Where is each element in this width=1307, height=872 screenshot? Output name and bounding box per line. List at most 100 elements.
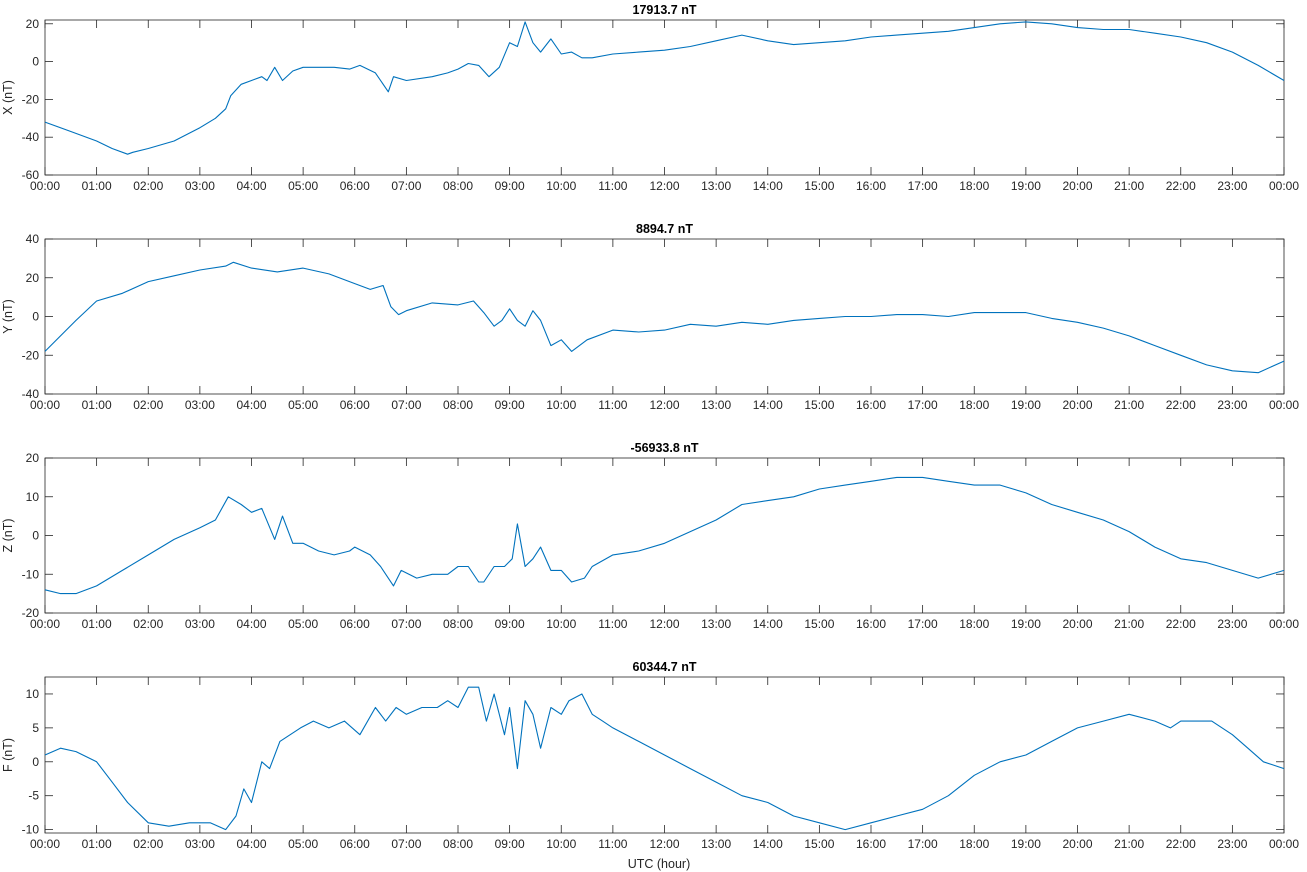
y-tick-label-y: 40 xyxy=(26,232,40,246)
y-tick-label-f: 0 xyxy=(32,755,39,769)
x-tick-label-y: 21:00 xyxy=(1114,398,1144,412)
plot-area-z xyxy=(44,457,1285,614)
x-tick-label-y: 03:00 xyxy=(185,398,215,412)
panel-y: 8894.7 nT Y (nT) 00:00 01:00 02:00 03:00 04:00… xyxy=(1,222,1299,412)
x-tick-label-y: 19:00 xyxy=(1011,398,1041,412)
x-tick-label-z: 17:00 xyxy=(908,617,938,631)
x-tick-label-y: 06:00 xyxy=(340,398,370,412)
y-tick-label-f: 5 xyxy=(32,721,39,735)
y-tick-label-y: -20 xyxy=(22,348,40,362)
x-tick-label-y: 22:00 xyxy=(1166,398,1196,412)
x-tick-label-y: 16:00 xyxy=(856,398,886,412)
y-tick-label-x: -20 xyxy=(22,92,40,106)
x-tick-label-x: 05:00 xyxy=(288,179,318,193)
x-tick-label-f: 16:00 xyxy=(856,837,886,851)
y-tick-label-y: 0 xyxy=(32,310,39,324)
x-tick-label-f: 02:00 xyxy=(133,837,163,851)
x-tick-label-z: 10:00 xyxy=(546,617,576,631)
x-tick-label-y: 08:00 xyxy=(443,398,473,412)
x-tick-label-x: 01:00 xyxy=(82,179,112,193)
x-tick-label-f: 21:00 xyxy=(1114,837,1144,851)
x-tick-label-z: 19:00 xyxy=(1011,617,1041,631)
x-tick-label-f: 12:00 xyxy=(649,837,679,851)
x-tick-label-y: 17:00 xyxy=(908,398,938,412)
x-tick-label-z: 09:00 xyxy=(495,617,525,631)
x-tick-label-y: 18:00 xyxy=(959,398,989,412)
chart-title-f: 60344.7 nT xyxy=(633,660,697,674)
x-tick-label-x: 08:00 xyxy=(443,179,473,193)
y-tick-label-z: -10 xyxy=(22,567,40,581)
y-tick-label-z: 20 xyxy=(26,451,40,465)
x-tick-label-f: 22:00 xyxy=(1166,837,1196,851)
x-tick-label-z: 06:00 xyxy=(340,617,370,631)
x-tick-label-y: 00:00 xyxy=(1269,398,1299,412)
x-tick-label-y: 20:00 xyxy=(1062,398,1092,412)
x-tick-label-z: 07:00 xyxy=(391,617,421,631)
plot-area-x xyxy=(44,19,1285,176)
x-tick-label-x: 00:00 xyxy=(1269,179,1299,193)
x-tick-label-f: 19:00 xyxy=(1011,837,1041,851)
series-line-y xyxy=(44,261,1285,374)
x-tick-label-x: 07:00 xyxy=(391,179,421,193)
y-tick-label-x: 20 xyxy=(26,17,40,31)
x-tick-label-z: 00:00 xyxy=(1269,617,1299,631)
x-tick-label-y: 00:00 xyxy=(30,398,60,412)
x-tick-label-x: 11:00 xyxy=(598,179,627,193)
x-tick-label-f: 17:00 xyxy=(908,837,938,851)
x-tick-label-y: 14:00 xyxy=(753,398,783,412)
x-tick-label-z: 05:00 xyxy=(288,617,318,631)
x-axis-label: UTC (hour) xyxy=(628,857,691,871)
y-tick-label-z: -20 xyxy=(22,606,40,620)
x-tick-label-z: 23:00 xyxy=(1217,617,1247,631)
x-tick-label-x: 14:00 xyxy=(753,179,783,193)
x-tick-label-f: 13:00 xyxy=(701,837,731,851)
x-tick-label-z: 18:00 xyxy=(959,617,989,631)
x-tick-label-z: 15:00 xyxy=(804,617,834,631)
y-axis-label-f: F (nT) xyxy=(1,738,15,772)
chart-title-x: 17913.7 nT xyxy=(633,3,697,17)
y-tick-label-x: -60 xyxy=(22,168,40,182)
x-tick-label-f: 18:00 xyxy=(959,837,989,851)
x-tick-label-y: 01:00 xyxy=(82,398,112,412)
x-tick-label-f: 00:00 xyxy=(30,837,60,851)
x-tick-label-z: 22:00 xyxy=(1166,617,1196,631)
x-tick-label-z: 12:00 xyxy=(649,617,679,631)
y-tick-label-x: 0 xyxy=(32,55,39,69)
x-tick-label-x: 12:00 xyxy=(649,179,679,193)
x-tick-label-f: 15:00 xyxy=(804,837,834,851)
x-tick-label-f: 07:00 xyxy=(391,837,421,851)
x-tick-label-z: 01:00 xyxy=(82,617,112,631)
panel-x: 17913.7 nT X (nT) 00:00 01:00 02:00 03:00 04:0… xyxy=(1,3,1299,193)
x-tick-label-y: 09:00 xyxy=(495,398,525,412)
panel-z: -56933.8 nT Z (nT) 00:00 01:00 02:00 03:00 04:… xyxy=(1,441,1299,631)
x-tick-label-z: 20:00 xyxy=(1062,617,1092,631)
x-tick-label-y: 13:00 xyxy=(701,398,731,412)
x-tick-label-z: 08:00 xyxy=(443,617,473,631)
x-tick-label-f: 04:00 xyxy=(236,837,266,851)
y-tick-label-z: 0 xyxy=(32,529,39,543)
x-tick-label-z: 03:00 xyxy=(185,617,215,631)
x-tick-label-z: 04:00 xyxy=(236,617,266,631)
x-tick-label-x: 16:00 xyxy=(856,179,886,193)
x-tick-label-x: 00:00 xyxy=(30,179,60,193)
x-tick-label-f: 05:00 xyxy=(288,837,318,851)
y-axis-label-y: Y (nT) xyxy=(1,299,15,334)
y-tick-label-f: -5 xyxy=(28,789,39,803)
x-tick-label-f: 23:00 xyxy=(1217,837,1247,851)
x-tick-label-f: 11:00 xyxy=(598,837,627,851)
x-tick-label-f: 20:00 xyxy=(1062,837,1092,851)
x-tick-label-x: 22:00 xyxy=(1166,179,1196,193)
plot-area-y xyxy=(44,238,1285,395)
y-tick-label-z: 10 xyxy=(26,490,40,504)
x-tick-label-f: 06:00 xyxy=(340,837,370,851)
x-tick-label-f: 00:00 xyxy=(1269,837,1299,851)
x-tick-label-x: 03:00 xyxy=(185,179,215,193)
x-tick-label-y: 23:00 xyxy=(1217,398,1247,412)
y-axis-label-z: Z (nT) xyxy=(1,518,15,552)
x-tick-label-y: 12:00 xyxy=(649,398,679,412)
y-tick-label-x: -40 xyxy=(22,130,40,144)
y-axis-label-x: X (nT) xyxy=(1,80,15,115)
x-tick-label-f: 01:00 xyxy=(82,837,112,851)
series-line-x xyxy=(44,21,1285,155)
